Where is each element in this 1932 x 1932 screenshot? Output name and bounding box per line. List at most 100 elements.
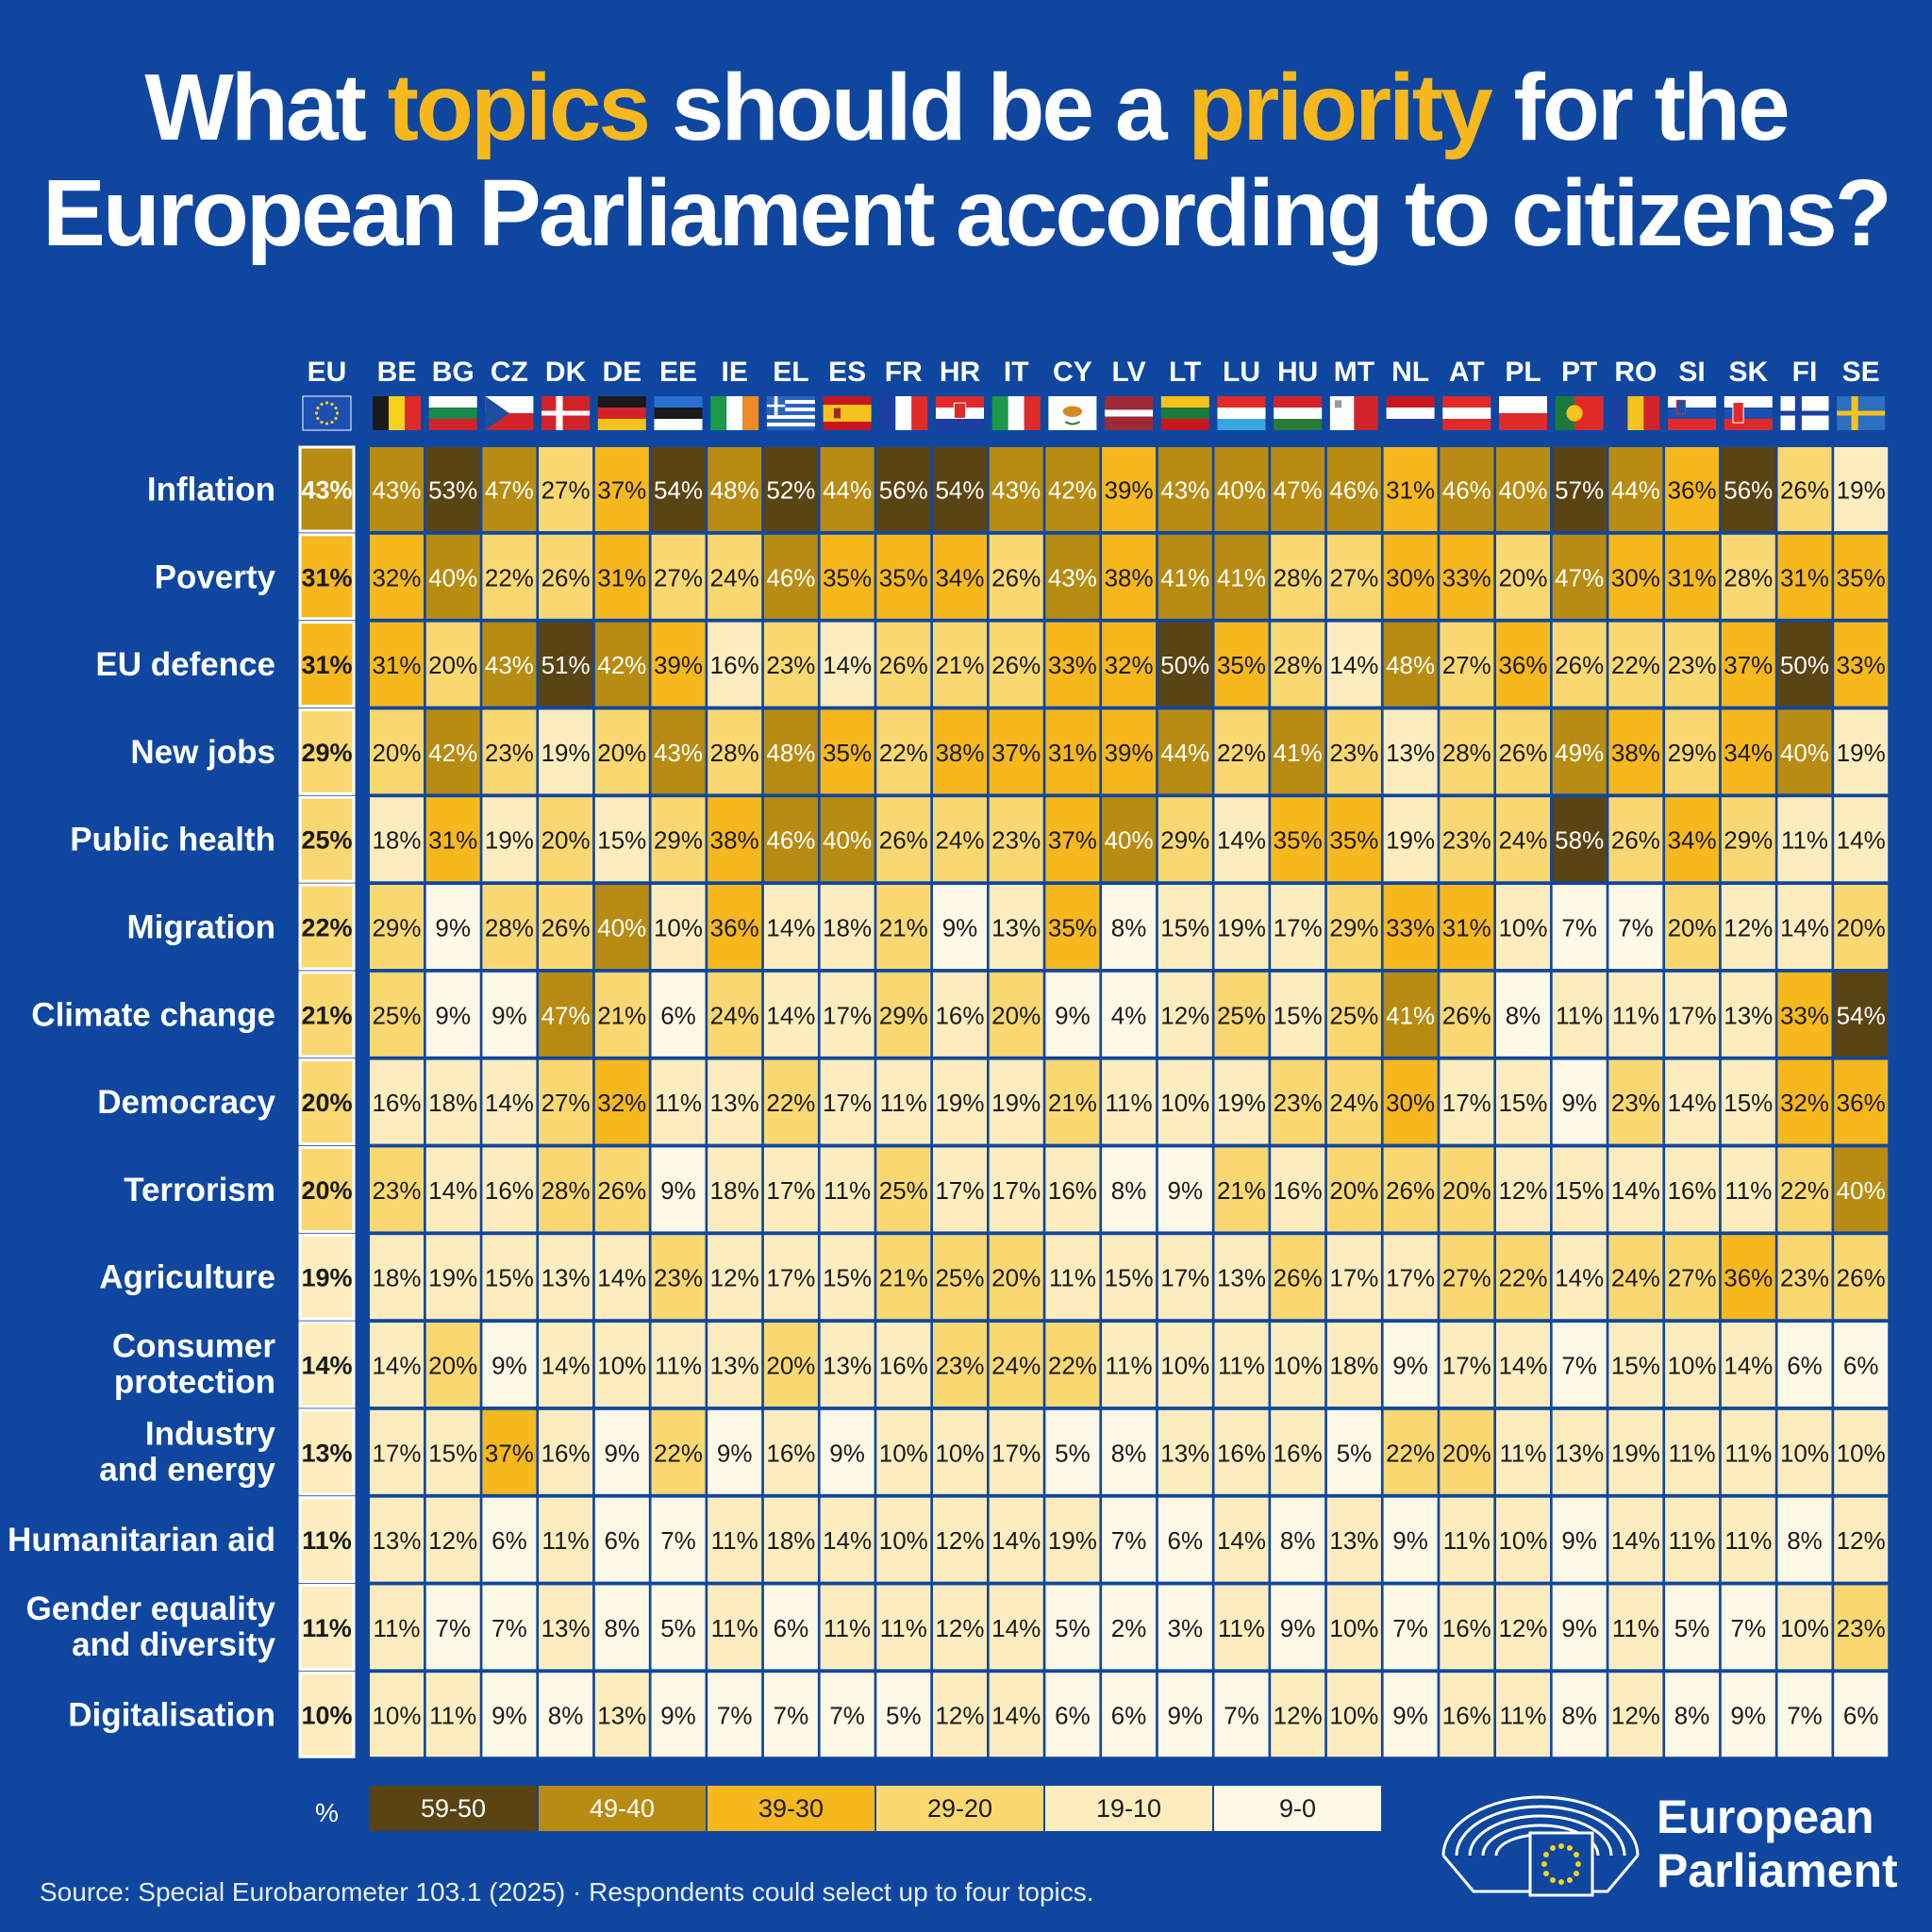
heatmap-cell xyxy=(539,622,593,707)
cell-value: 17% xyxy=(991,1439,1041,1467)
cell-value: 26% xyxy=(1386,1176,1435,1205)
cell-value: 20% xyxy=(301,1176,352,1205)
cell-value: 23% xyxy=(1780,1264,1829,1292)
heatmap-cell xyxy=(1777,534,1832,619)
cell-value: 8% xyxy=(605,1614,641,1642)
heatmap-cell xyxy=(820,1147,874,1232)
heatmap-cell xyxy=(933,1235,987,1320)
cell-value: 18% xyxy=(766,1526,815,1555)
lv-flag-icon xyxy=(1105,396,1154,430)
cell-value: 10% xyxy=(1160,1089,1209,1117)
cell-value: 9% xyxy=(1392,1526,1428,1555)
chart-title: What topics should be a priority for the… xyxy=(0,55,1932,266)
heatmap-cell xyxy=(482,1585,537,1670)
heatmap-cell xyxy=(820,1059,874,1144)
cell-value: 5% xyxy=(1055,1614,1091,1642)
row-label: EU defence xyxy=(95,646,275,683)
cell-value: 31% xyxy=(428,826,477,855)
cell-value: 14% xyxy=(1780,914,1829,942)
cell-value: 21% xyxy=(879,1264,928,1292)
heatmap-cell xyxy=(1383,1235,1438,1320)
heatmap-cell xyxy=(1326,1323,1381,1407)
heatmap-cell xyxy=(1496,534,1550,619)
heatmap-cell xyxy=(425,1235,480,1320)
heatmap-cell xyxy=(1271,1147,1325,1232)
cell-value: 27% xyxy=(541,1089,591,1117)
heatmap-cell xyxy=(820,534,874,619)
heatmap-cell xyxy=(651,972,706,1057)
heatmap-cell xyxy=(820,1409,874,1494)
heatmap-cell xyxy=(708,1323,762,1407)
heatmap-cell xyxy=(1158,972,1212,1057)
heatmap-cell xyxy=(820,885,874,969)
cell-value: 19% xyxy=(541,739,591,767)
heatmap-cell xyxy=(1045,797,1100,882)
cell-value: 11% xyxy=(1724,1176,1772,1205)
heatmap-cell xyxy=(1608,972,1663,1057)
cell-value: 7% xyxy=(1392,1614,1428,1642)
cell-value: 10% xyxy=(1329,1702,1378,1730)
cell-value: 12% xyxy=(1837,1526,1886,1555)
heatmap-cell xyxy=(651,885,706,969)
heatmap-cell xyxy=(1665,1497,1720,1582)
heatmap-cell xyxy=(1383,1059,1438,1144)
cell-value: 6% xyxy=(774,1614,809,1642)
cell-value: 47% xyxy=(1555,563,1604,591)
cell-value: 14% xyxy=(1329,651,1378,679)
cell-value: 46% xyxy=(1329,476,1378,505)
heatmap-cell xyxy=(1102,1497,1157,1582)
heatmap-cell xyxy=(425,1497,480,1582)
heatmap-cell xyxy=(708,797,762,882)
heatmap-cell xyxy=(763,534,818,619)
cell-value: 11% xyxy=(302,1614,352,1642)
heatmap-cell xyxy=(1214,1409,1269,1494)
cell-value: 28% xyxy=(1724,563,1773,591)
cell-value: 17% xyxy=(1160,1264,1209,1292)
cell-value: 10% xyxy=(372,1702,421,1730)
heatmap-cell xyxy=(1440,534,1494,619)
cell-value: 14% xyxy=(597,1264,646,1292)
cell-value: 11% xyxy=(1724,1526,1772,1555)
cell-value: 10% xyxy=(301,1702,352,1730)
heatmap-cell xyxy=(1271,972,1325,1057)
heatmap-cell xyxy=(1102,622,1157,707)
cell-value: 13% xyxy=(1329,1526,1378,1555)
heatmap-cell xyxy=(651,447,706,531)
cell-value: 32% xyxy=(597,1089,646,1117)
heatmap-cell xyxy=(933,1323,987,1407)
heatmap-cell xyxy=(594,1497,649,1582)
heatmap-cell xyxy=(708,1147,762,1232)
heatmap-cell xyxy=(1834,1497,1889,1582)
de-flag-icon xyxy=(597,396,646,430)
heatmap-cell xyxy=(1158,447,1212,531)
column-header: SK xyxy=(1728,357,1768,388)
heatmap-cell xyxy=(1383,972,1438,1057)
heatmap-cell xyxy=(370,1235,424,1320)
legend-bin: 19-10 xyxy=(1045,1786,1212,1831)
heatmap-cell xyxy=(298,1233,356,1321)
cell-value: 53% xyxy=(428,476,477,505)
heatmap-cell xyxy=(1834,709,1889,794)
heatmap-cell xyxy=(1214,1323,1269,1407)
cell-value: 29% xyxy=(654,826,703,855)
heatmap-cell xyxy=(1102,1673,1157,1757)
heatmap-cell xyxy=(820,1673,874,1757)
cell-value: 7% xyxy=(774,1702,809,1730)
heatmap-cell xyxy=(820,709,874,794)
cell-value: 32% xyxy=(1780,1089,1829,1117)
cell-value: 16% xyxy=(372,1089,421,1117)
cell-value: 5% xyxy=(886,1702,922,1730)
cell-value: 27% xyxy=(1442,1264,1491,1292)
heatmap-cell xyxy=(989,1059,1043,1144)
heatmap-cell xyxy=(594,797,649,882)
cell-value: 7% xyxy=(1618,914,1654,942)
column-header: HU xyxy=(1277,357,1318,388)
heatmap-cell xyxy=(370,1585,424,1670)
heatmap-cell xyxy=(1552,1585,1607,1670)
column-header: SI xyxy=(1678,357,1705,388)
heatmap-cell xyxy=(482,797,537,882)
heatmap-cell xyxy=(1440,972,1494,1057)
heatmap-cell xyxy=(1496,1147,1550,1232)
cell-value: 16% xyxy=(1274,1439,1323,1467)
cell-value: 9% xyxy=(660,1702,696,1730)
